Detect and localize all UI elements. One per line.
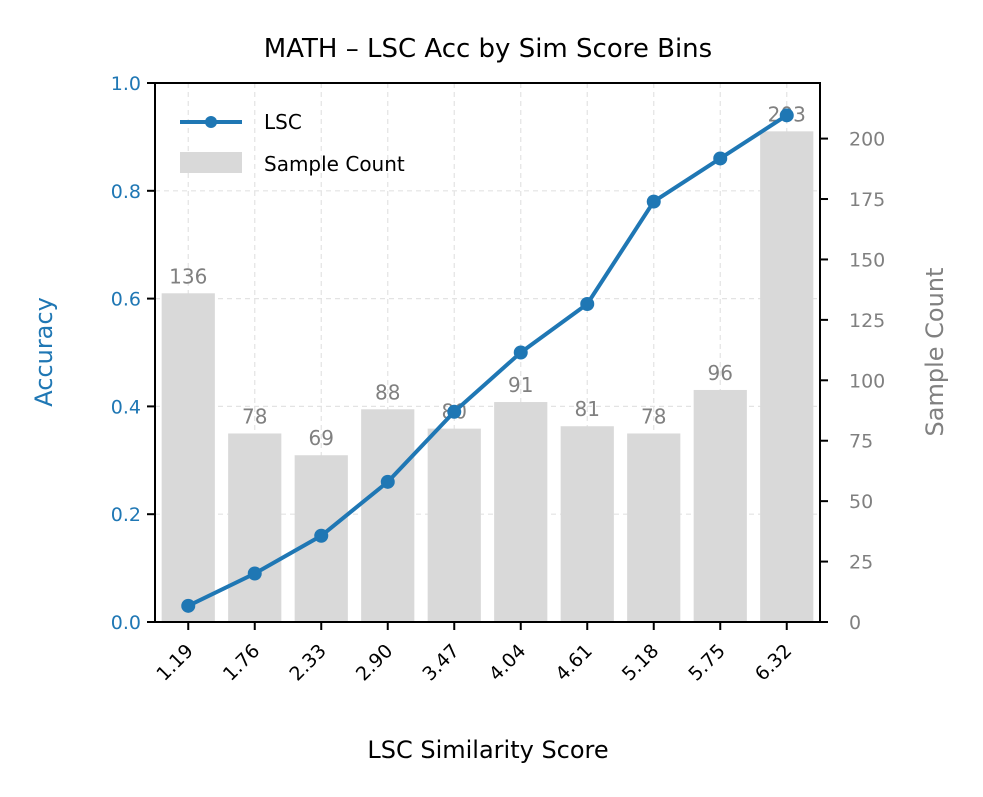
bar-sample-count [161, 293, 215, 622]
plot-frame [154, 82, 821, 623]
left-tick-label: 0.8 [111, 181, 141, 203]
right-tick-label: 75 [849, 431, 873, 453]
bar-sample-count [627, 433, 681, 622]
bar-value-label: 136 [169, 264, 207, 288]
lsc-line [181, 108, 794, 613]
x-tick-label: 4.04 [485, 640, 530, 685]
left-tick-label: 0.0 [111, 612, 141, 634]
right-tick-label: 125 [849, 310, 885, 332]
bar-value-label: 78 [242, 404, 267, 428]
x-tick-label: 1.76 [219, 640, 264, 685]
lsc-line-path [187, 113, 788, 608]
right-tick-label: 150 [849, 249, 885, 271]
legend: LSC Sample Count [180, 110, 405, 176]
lsc-point [447, 404, 462, 419]
legend-lsc-swatch-marker [205, 116, 217, 128]
left-axis-ticks: 0.0 0.2 0.4 0.6 0.8 1.0 [111, 73, 155, 634]
right-axis-label: Sample Count [921, 268, 949, 437]
bar-sample-count [560, 426, 614, 622]
bar-value-label: 96 [708, 361, 733, 385]
bar-sample-count [494, 402, 548, 622]
bar-sample-count [427, 428, 481, 622]
right-tick-label: 0 [849, 612, 861, 634]
left-tick-label: 0.2 [111, 504, 141, 526]
lsc-point [580, 296, 595, 311]
x-tick-label: 1.19 [152, 640, 197, 685]
x-tick-label: 2.33 [285, 640, 330, 685]
x-tick-label: 2.90 [352, 640, 397, 685]
right-tick-label: 100 [849, 370, 885, 392]
lsc-point [247, 566, 262, 581]
x-axis-label: LSC Similarity Score [367, 736, 608, 764]
bar-sample-count [361, 409, 415, 622]
axes [154, 82, 821, 623]
right-tick-label: 200 [849, 129, 885, 151]
lsc-point [181, 598, 196, 613]
x-tick-label: 3.47 [418, 640, 463, 685]
left-tick-label: 0.6 [111, 289, 141, 311]
chart-title: MATH – LSC Acc by Sim Score Bins [264, 34, 712, 64]
bar-value-label: 91 [508, 373, 533, 397]
x-tick-label: 5.75 [684, 640, 729, 685]
right-tick-label: 50 [849, 491, 873, 513]
bar-sample-count [760, 131, 814, 622]
bar-value-label: 78 [641, 404, 666, 428]
left-tick-label: 0.4 [111, 396, 141, 418]
left-axis-label: Accuracy [30, 297, 58, 407]
legend-lsc-label: LSC [264, 110, 302, 134]
lsc-point [779, 108, 794, 123]
bar-value-label: 69 [309, 426, 334, 450]
legend-sample-count-swatch [180, 152, 242, 173]
lsc-point [513, 345, 528, 360]
lsc-point [380, 474, 395, 489]
x-tick-label: 5.18 [618, 640, 663, 685]
legend-sample-count-label: Sample Count [264, 152, 405, 176]
lsc-point [314, 528, 329, 543]
lsc-point [646, 194, 661, 209]
right-axis-ticks: 0 25 50 75 100 125 150 175 200 [820, 129, 885, 634]
x-tick-label: 4.61 [551, 640, 596, 685]
bars [161, 131, 814, 622]
x-axis-ticks: 1.19 1.76 2.33 2.90 3.47 4.04 4.61 5.18 5.75 6.32 [152, 622, 796, 685]
bar-value-label: 81 [575, 397, 600, 421]
right-tick-label: 175 [849, 189, 885, 211]
bar-value-label: 88 [375, 380, 400, 404]
x-tick-label: 6.32 [751, 640, 796, 685]
lsc-point [713, 151, 728, 166]
bar-sample-count [693, 389, 747, 622]
bar-sample-count [228, 433, 282, 622]
right-tick-label: 25 [849, 552, 873, 574]
left-tick-label: 1.0 [111, 73, 141, 95]
